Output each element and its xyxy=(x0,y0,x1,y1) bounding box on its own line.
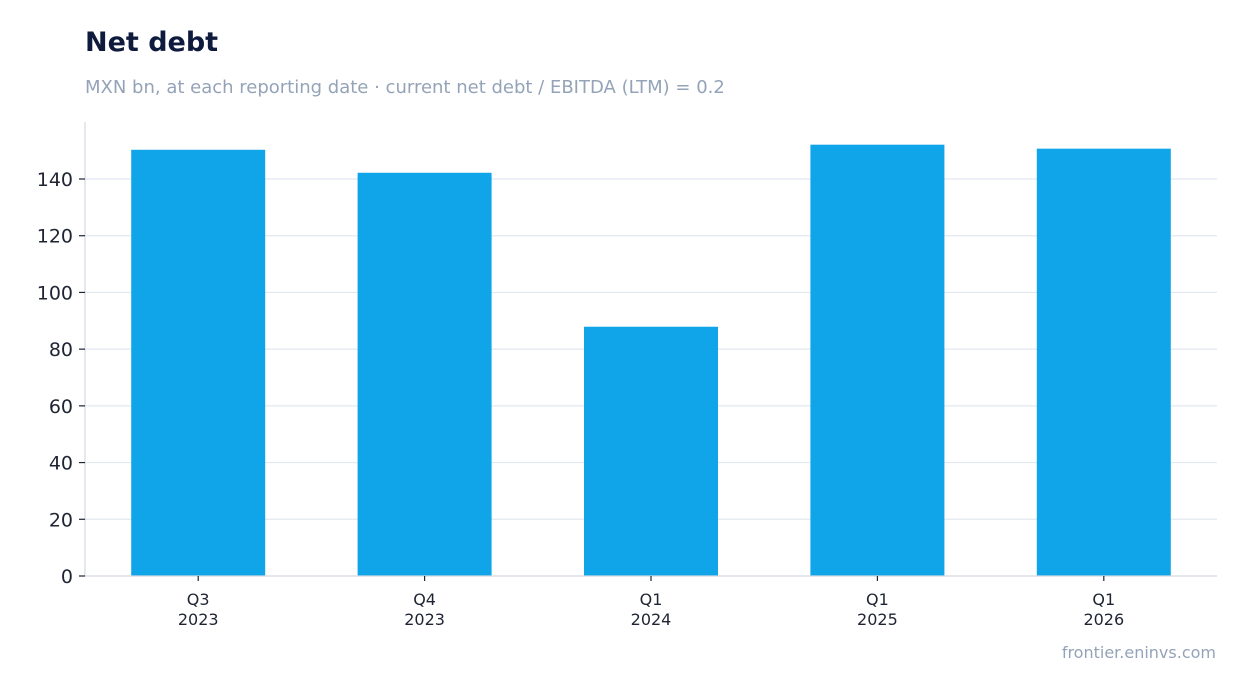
y-tick-label: 0 xyxy=(61,566,73,588)
x-tick-label-year: 2025 xyxy=(857,610,898,629)
bar xyxy=(810,144,945,576)
x-tick-label-quarter: Q3 xyxy=(187,590,210,609)
bar xyxy=(131,149,266,576)
y-tick-label: 20 xyxy=(49,509,73,531)
y-tick-label: 140 xyxy=(37,169,73,191)
x-tick-label-year: 2023 xyxy=(404,610,445,629)
x-tick-label-quarter: Q1 xyxy=(640,590,663,609)
chart-subtitle: MXN bn, at each reporting date · current… xyxy=(85,77,725,98)
x-tick-label-year: 2024 xyxy=(631,610,672,629)
x-tick-label-quarter: Q4 xyxy=(413,590,436,609)
y-tick-label: 80 xyxy=(49,339,73,361)
y-tick-label: 40 xyxy=(49,453,73,475)
x-tick-label-quarter: Q1 xyxy=(866,590,889,609)
x-tick-label-quarter: Q1 xyxy=(1092,590,1115,609)
bar xyxy=(584,326,718,576)
x-tick-label-year: 2026 xyxy=(1083,610,1124,629)
y-tick-label: 120 xyxy=(37,226,73,248)
bar xyxy=(1036,148,1171,577)
x-tick-label-year: 2023 xyxy=(178,610,219,629)
y-tick-label: 60 xyxy=(49,396,73,418)
chart-title: Net debt xyxy=(85,27,219,58)
source-footer: frontier.eninvs.com xyxy=(1061,643,1216,662)
y-tick-label: 100 xyxy=(37,282,73,304)
bar xyxy=(357,172,492,577)
